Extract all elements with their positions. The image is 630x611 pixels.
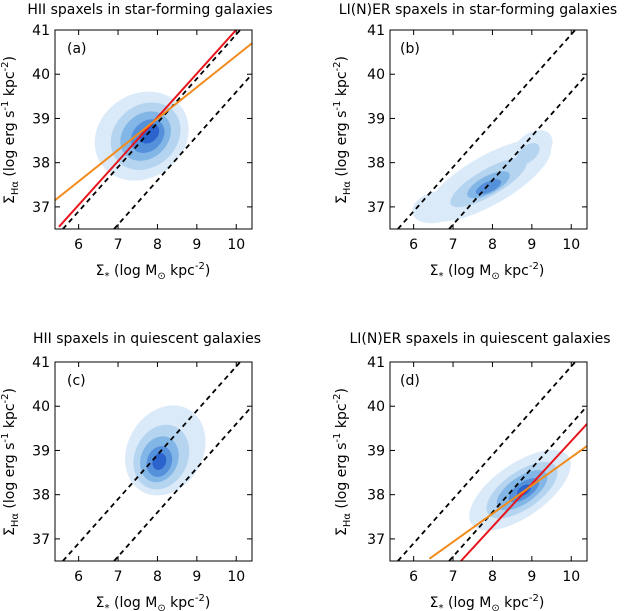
y-axis-label: ΣHα (log erg s-1 kpc-2) xyxy=(332,388,353,536)
plot-frame xyxy=(389,29,588,230)
y-axis-label: ΣHα (log erg s-1 kpc-2) xyxy=(0,388,21,536)
x-tick-label: 7 xyxy=(114,237,123,253)
y-axis-ticks: 37 38 39 40 41 xyxy=(367,355,587,548)
x-tick-label: 10 xyxy=(562,237,580,253)
x-tick-label: 10 xyxy=(562,569,580,585)
x-tick-label: 6 xyxy=(74,569,83,585)
panel-title: LI(N)ER spaxels in star-forming galaxies xyxy=(339,2,617,18)
dashed-reference-line xyxy=(397,362,577,561)
x-tick-label: 6 xyxy=(409,569,418,585)
panel-title: LI(N)ER spaxels in quiescent galaxies xyxy=(349,331,610,347)
y-tick-label: 40 xyxy=(32,67,50,83)
y-axis-ticks: 37 38 39 40 41 xyxy=(32,23,252,216)
x-tick-label: 9 xyxy=(527,569,536,585)
y-tick-label: 37 xyxy=(367,532,385,548)
x-axis-label: Σ* (log M⊙ kpc-2) xyxy=(96,261,211,282)
y-tick-label: 41 xyxy=(32,23,50,39)
x-axis-label: Σ* (log M⊙ kpc-2) xyxy=(430,261,545,282)
y-tick-label: 39 xyxy=(367,443,385,459)
y-tick-label: 37 xyxy=(32,200,50,216)
y-tick-label: 40 xyxy=(367,399,385,415)
dashed-reference-line xyxy=(62,30,242,229)
density-contours xyxy=(412,130,553,224)
x-tick-label: 8 xyxy=(153,569,162,585)
dashed-reference-line xyxy=(62,362,242,561)
x-tick-label: 8 xyxy=(153,237,162,253)
panel-label: (b) xyxy=(400,41,420,57)
y-tick-label: 41 xyxy=(367,355,385,371)
fit-lines xyxy=(428,423,587,561)
y-tick-label: 37 xyxy=(32,532,50,548)
x-tick-label: 8 xyxy=(488,569,497,585)
y-tick-label: 38 xyxy=(32,488,50,504)
x-tick-label: 8 xyxy=(488,237,497,253)
y-tick-label: 40 xyxy=(32,399,50,415)
x-tick-label: 6 xyxy=(74,237,83,253)
x-axis-label: Σ* (log M⊙ kpc-2) xyxy=(430,593,545,611)
y-tick-label: 40 xyxy=(367,67,385,83)
dashed-lines xyxy=(62,362,252,561)
y-tick-label: 39 xyxy=(367,111,385,127)
x-tick-label: 7 xyxy=(449,237,458,253)
plot-frame xyxy=(389,361,588,562)
panel-d: LI(N)ER spaxels in quiescent galaxies (d… xyxy=(332,331,611,611)
y-tick-label: 38 xyxy=(367,156,385,172)
x-tick-label: 7 xyxy=(114,569,123,585)
x-axis-label: Σ* (log M⊙ kpc-2) xyxy=(96,593,211,611)
x-tick-label: 6 xyxy=(409,237,418,253)
panel-label: (c) xyxy=(67,373,86,389)
y-tick-label: 38 xyxy=(32,156,50,172)
panel-c: HII spaxels in quiescent galaxies (c) 6 7… xyxy=(0,331,261,611)
y-axis-label: ΣHα (log erg s-1 kpc-2) xyxy=(0,56,21,204)
orange-fit-line xyxy=(55,42,252,202)
x-tick-label: 10 xyxy=(227,569,245,585)
x-axis-ticks: 6 7 8 9 10 xyxy=(74,30,245,253)
y-tick-label: 39 xyxy=(32,111,50,127)
x-tick-label: 9 xyxy=(192,569,201,585)
y-tick-label: 37 xyxy=(367,200,385,216)
dashed-reference-line xyxy=(397,30,577,229)
plot-frame xyxy=(54,29,253,230)
panel-title: HII spaxels in quiescent galaxies xyxy=(33,331,261,347)
orange-fit-line xyxy=(428,445,587,560)
x-tick-label: 9 xyxy=(192,237,201,253)
panel-b: LI(N)ER spaxels in star-forming galaxies… xyxy=(332,2,617,282)
x-tick-label: 9 xyxy=(527,237,536,253)
x-tick-label: 10 xyxy=(227,237,245,253)
x-axis-ticks: 6 7 8 9 10 xyxy=(409,30,580,253)
red-fit-line xyxy=(460,423,587,561)
y-tick-label: 38 xyxy=(367,488,385,504)
y-tick-label: 39 xyxy=(32,443,50,459)
y-axis-label: ΣHα (log erg s-1 kpc-2) xyxy=(332,56,353,204)
dashed-lines xyxy=(62,30,252,229)
panel-title: HII spaxels in star-forming galaxies xyxy=(27,2,272,18)
fit-lines xyxy=(55,30,252,228)
panel-a: HII spaxels in star-forming galaxies (a)… xyxy=(0,2,273,282)
dashed-reference-line xyxy=(448,73,587,229)
density-contours xyxy=(469,449,571,531)
panel-label: (a) xyxy=(67,41,87,57)
x-axis-ticks: 6 7 8 9 10 xyxy=(409,362,580,585)
dashed-reference-line xyxy=(113,405,252,561)
plot-frame xyxy=(54,361,253,562)
density-contours xyxy=(125,405,206,496)
dashed-reference-line xyxy=(113,73,252,229)
y-axis-ticks: 37 38 39 40 41 xyxy=(32,355,252,548)
panel-label: (d) xyxy=(400,373,420,389)
y-tick-label: 41 xyxy=(367,23,385,39)
dashed-lines xyxy=(397,30,587,229)
x-tick-label: 7 xyxy=(449,569,458,585)
dashed-lines xyxy=(397,362,587,561)
density-contour xyxy=(475,179,502,195)
dashed-reference-line xyxy=(448,405,587,561)
y-tick-label: 41 xyxy=(32,355,50,371)
y-axis-ticks: 37 38 39 40 41 xyxy=(367,23,587,216)
x-axis-ticks: 6 7 8 9 10 xyxy=(74,362,245,585)
